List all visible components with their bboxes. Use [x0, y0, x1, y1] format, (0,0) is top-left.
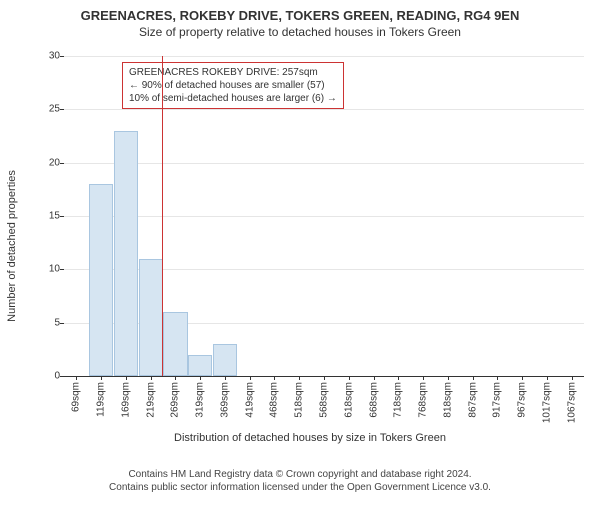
- y-tick-label: 0: [54, 371, 60, 382]
- x-tick-mark: [101, 376, 102, 380]
- x-tick-label: 1017sqm: [541, 382, 552, 423]
- x-tick-mark: [225, 376, 226, 380]
- x-axis-caption: Distribution of detached houses by size …: [30, 432, 590, 444]
- info-box-line1: GREENACRES ROKEBY DRIVE: 257sqm: [129, 66, 337, 79]
- y-gridline: [64, 163, 584, 164]
- footer-line2: Contains public sector information licen…: [0, 481, 600, 494]
- x-tick-label: 169sqm: [120, 382, 131, 418]
- y-tick-mark: [60, 216, 64, 217]
- x-tick-mark: [522, 376, 523, 380]
- x-tick-mark: [250, 376, 251, 380]
- x-tick-mark: [151, 376, 152, 380]
- y-gridline: [64, 216, 584, 217]
- y-gridline: [64, 109, 584, 110]
- reference-line: [162, 56, 163, 376]
- x-tick-label: 369sqm: [219, 382, 230, 418]
- y-tick-label: 5: [54, 317, 60, 328]
- y-tick-label: 20: [49, 157, 60, 168]
- chart-area: Number of detached properties GREENACRES…: [30, 56, 590, 436]
- footer-line1: Contains HM Land Registry data © Crown c…: [0, 468, 600, 481]
- y-tick-label: 30: [49, 51, 60, 62]
- y-tick-mark: [60, 56, 64, 57]
- x-tick-mark: [200, 376, 201, 380]
- x-tick-mark: [374, 376, 375, 380]
- x-tick-label: 468sqm: [269, 382, 280, 418]
- x-tick-label: 518sqm: [294, 382, 305, 418]
- x-tick-label: 419sqm: [244, 382, 255, 418]
- chart-title-sub: Size of property relative to detached ho…: [0, 25, 600, 39]
- info-box-line3: 10% of semi-detached houses are larger (…: [129, 92, 337, 105]
- y-tick-label: 15: [49, 211, 60, 222]
- x-tick-mark: [473, 376, 474, 380]
- y-tick-mark: [60, 109, 64, 110]
- y-tick-mark: [60, 163, 64, 164]
- x-tick-label: 917sqm: [492, 382, 503, 418]
- bar: [163, 312, 187, 376]
- x-tick-label: 269sqm: [170, 382, 181, 418]
- y-tick-label: 10: [49, 264, 60, 275]
- bar: [188, 355, 212, 376]
- x-tick-mark: [448, 376, 449, 380]
- x-tick-label: 718sqm: [393, 382, 404, 418]
- x-tick-mark: [423, 376, 424, 380]
- chart-title-main: GREENACRES, ROKEBY DRIVE, TOKERS GREEN, …: [0, 8, 600, 23]
- x-tick-label: 867sqm: [467, 382, 478, 418]
- y-tick-mark: [60, 323, 64, 324]
- x-tick-label: 568sqm: [319, 382, 330, 418]
- x-tick-mark: [324, 376, 325, 380]
- x-tick-label: 119sqm: [96, 382, 107, 417]
- bar: [213, 344, 237, 376]
- x-tick-mark: [299, 376, 300, 380]
- x-tick-label: 1067sqm: [566, 382, 577, 423]
- x-tick-label: 818sqm: [442, 382, 453, 418]
- x-tick-label: 768sqm: [418, 382, 429, 418]
- info-box-line2: ← 90% of detached houses are smaller (57…: [129, 79, 337, 92]
- x-tick-label: 967sqm: [517, 382, 528, 418]
- bar: [139, 259, 163, 376]
- x-tick-label: 618sqm: [343, 382, 354, 418]
- y-tick-mark: [60, 376, 64, 377]
- x-tick-mark: [572, 376, 573, 380]
- x-tick-label: 69sqm: [71, 382, 82, 412]
- x-tick-label: 219sqm: [145, 382, 156, 418]
- y-axis-label: Number of detached properties: [6, 170, 18, 322]
- reference-info-box: GREENACRES ROKEBY DRIVE: 257sqm ← 90% of…: [122, 62, 344, 109]
- x-tick-mark: [126, 376, 127, 380]
- y-tick-label: 25: [49, 104, 60, 115]
- x-tick-label: 668sqm: [368, 382, 379, 418]
- x-tick-mark: [274, 376, 275, 380]
- x-tick-mark: [76, 376, 77, 380]
- bar: [114, 131, 138, 376]
- x-tick-label: 319sqm: [195, 382, 206, 418]
- y-gridline: [64, 56, 584, 57]
- x-tick-mark: [497, 376, 498, 380]
- x-tick-mark: [349, 376, 350, 380]
- x-tick-mark: [398, 376, 399, 380]
- y-tick-mark: [60, 269, 64, 270]
- x-tick-mark: [175, 376, 176, 380]
- bar: [89, 184, 113, 376]
- plot-region: GREENACRES ROKEBY DRIVE: 257sqm ← 90% of…: [64, 56, 584, 377]
- x-tick-mark: [547, 376, 548, 380]
- footer-attribution: Contains HM Land Registry data © Crown c…: [0, 468, 600, 494]
